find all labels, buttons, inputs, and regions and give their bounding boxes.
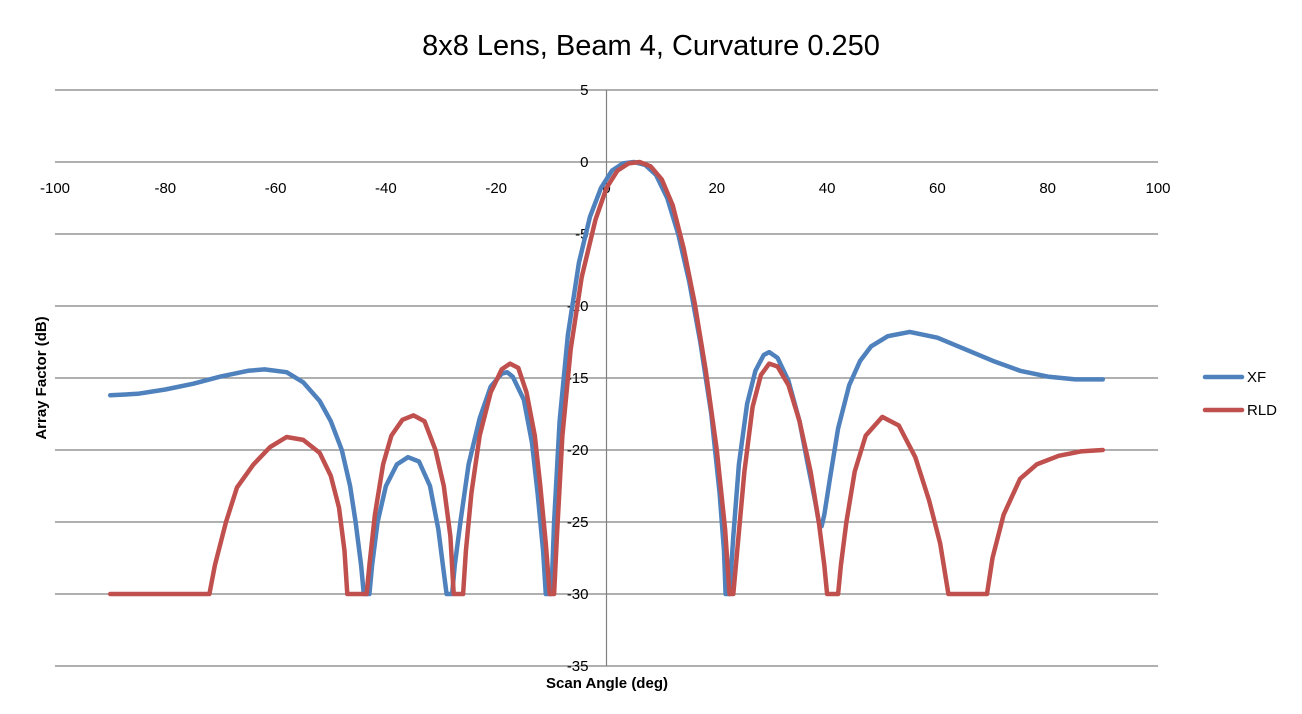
y-tick-label: -25 bbox=[567, 514, 589, 531]
x-axis-label: Scan Angle (deg) bbox=[546, 675, 668, 692]
x-tick-label: 20 bbox=[708, 180, 725, 197]
y-tick-label: -20 bbox=[567, 442, 589, 459]
series-line-rld bbox=[107, 159, 1106, 597]
x-tick-label: -60 bbox=[265, 180, 287, 197]
y-tick-label: -35 bbox=[567, 658, 589, 675]
x-tick-label: -40 bbox=[375, 180, 397, 197]
series-line-xf bbox=[107, 159, 1106, 597]
y-axis-label: Array Factor (dB) bbox=[33, 316, 50, 439]
y-tick-label: 5 bbox=[580, 82, 588, 99]
y-tick-label: -30 bbox=[567, 586, 589, 603]
x-tick-label: 100 bbox=[1145, 180, 1170, 197]
x-tick-label: -80 bbox=[154, 180, 176, 197]
legend-label-xf: XF bbox=[1247, 369, 1266, 386]
x-tick-label: 40 bbox=[819, 180, 836, 197]
x-tick-label: -100 bbox=[40, 180, 70, 197]
y-tick-label: 0 bbox=[580, 154, 588, 171]
x-tick-label: -20 bbox=[485, 180, 507, 197]
data-series bbox=[107, 159, 1106, 597]
x-tick-labels: -100 -80 -60 -40 -20 0 20 40 60 80 100 bbox=[40, 180, 1171, 197]
x-tick-label: 80 bbox=[1039, 180, 1056, 197]
legend-label-rld: RLD bbox=[1247, 402, 1277, 419]
y-tick-label: -15 bbox=[567, 370, 589, 387]
x-tick-label: 60 bbox=[929, 180, 946, 197]
legend: XF RLD bbox=[1202, 369, 1277, 419]
chart-title: 8x8 Lens, Beam 4, Curvature 0.250 bbox=[422, 30, 880, 62]
